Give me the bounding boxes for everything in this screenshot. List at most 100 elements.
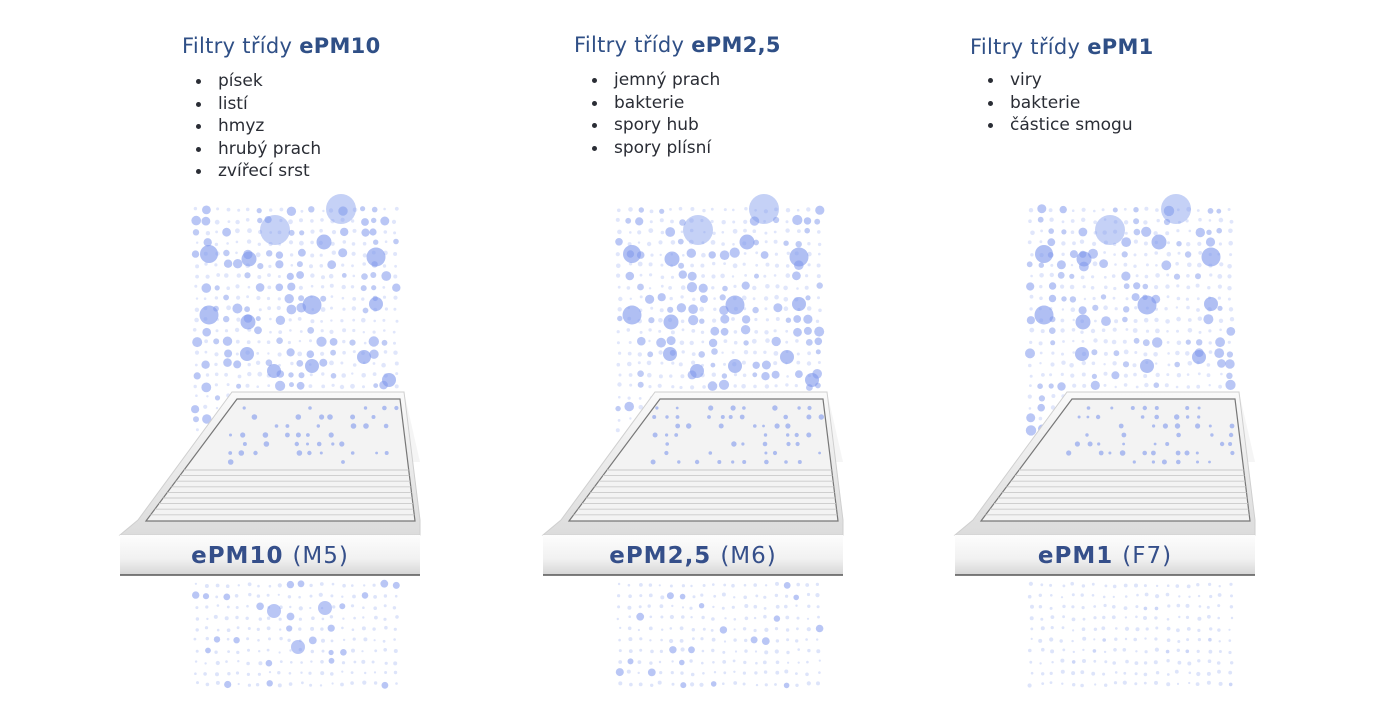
particle — [286, 272, 294, 280]
particle — [753, 604, 758, 609]
particle — [224, 349, 233, 358]
particle — [1071, 671, 1076, 676]
particle — [741, 384, 746, 389]
particle — [796, 208, 800, 212]
particle — [816, 638, 819, 641]
particle — [750, 636, 758, 644]
particle — [648, 339, 651, 343]
particle — [774, 263, 780, 268]
particle — [1133, 239, 1138, 244]
particle — [205, 373, 210, 377]
list-item: hrubý prach — [183, 138, 321, 161]
particle — [627, 242, 632, 247]
particle — [719, 294, 726, 301]
particle — [1030, 637, 1033, 641]
particle — [1209, 627, 1213, 631]
particle — [660, 638, 663, 642]
particle — [710, 207, 714, 211]
particle — [235, 228, 240, 234]
particle — [1206, 229, 1212, 235]
particle — [329, 283, 334, 288]
particle — [807, 405, 812, 411]
particle — [223, 593, 231, 601]
particle — [665, 433, 669, 437]
particle — [1122, 316, 1128, 323]
particle — [215, 680, 220, 685]
particle — [627, 396, 631, 400]
particle — [214, 352, 219, 357]
particle — [617, 307, 622, 312]
particle — [775, 581, 779, 586]
particle — [1143, 681, 1147, 685]
particle — [309, 264, 313, 269]
particle — [639, 583, 643, 587]
particle — [679, 626, 684, 631]
particle — [286, 348, 295, 357]
particle — [815, 319, 820, 323]
particle — [1112, 327, 1117, 332]
particle — [1229, 605, 1234, 609]
particle — [360, 285, 367, 292]
particle — [306, 442, 309, 446]
particle — [627, 658, 634, 665]
particle — [806, 617, 810, 620]
particle — [1074, 441, 1080, 447]
particle — [238, 450, 245, 456]
particle — [733, 284, 737, 288]
particle — [1070, 230, 1075, 234]
particle — [371, 660, 375, 664]
particle — [712, 605, 715, 609]
particle — [711, 648, 715, 653]
particle — [380, 216, 390, 226]
particle — [807, 648, 811, 653]
particle — [266, 626, 271, 631]
particle — [384, 240, 388, 243]
particle — [794, 432, 799, 438]
particle — [1197, 415, 1201, 419]
particle — [710, 326, 720, 336]
particle — [1086, 406, 1091, 410]
particle — [671, 361, 675, 365]
particle — [279, 636, 283, 641]
particle — [308, 384, 313, 388]
particle — [1108, 451, 1112, 455]
particle — [657, 293, 666, 302]
particle — [796, 287, 799, 290]
particle — [1165, 319, 1170, 324]
particle — [300, 209, 304, 213]
particle — [698, 351, 705, 358]
particle — [733, 384, 737, 388]
particle — [679, 659, 685, 666]
particle — [1104, 584, 1108, 588]
particle — [226, 628, 231, 632]
particle — [353, 660, 357, 664]
particle — [1040, 617, 1044, 621]
particle — [233, 360, 242, 369]
particle — [674, 433, 679, 437]
particle — [795, 370, 803, 378]
particle — [1082, 617, 1086, 621]
particle — [670, 330, 675, 335]
particle — [626, 669, 631, 674]
particle — [805, 295, 811, 301]
particle — [1103, 603, 1107, 608]
particle — [1049, 583, 1053, 587]
particle — [288, 318, 292, 322]
particle — [384, 307, 388, 311]
particle — [1196, 384, 1201, 389]
particle — [383, 207, 386, 211]
particle — [1206, 363, 1211, 367]
filter-panel-epm1: ePM1 (F7) Filtry třídy ePM1 viry bakteri… — [945, 0, 1265, 715]
particle — [721, 606, 725, 610]
particle — [351, 628, 355, 631]
particle — [666, 592, 674, 600]
particle — [202, 205, 211, 215]
particle — [215, 660, 220, 666]
particle — [1197, 638, 1201, 642]
particle — [785, 340, 789, 344]
particle — [1050, 263, 1054, 267]
particle — [278, 330, 283, 334]
particle — [1081, 207, 1086, 212]
particle — [1229, 317, 1235, 322]
particle — [1102, 638, 1106, 642]
